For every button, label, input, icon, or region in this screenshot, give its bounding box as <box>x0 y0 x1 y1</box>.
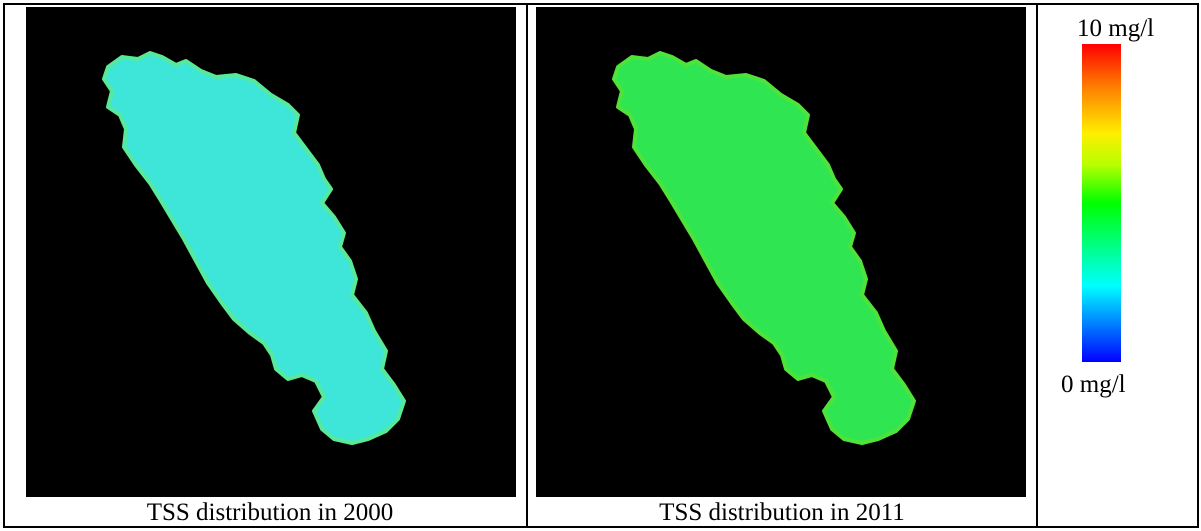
tss-map-2000 <box>26 7 516 497</box>
caption-2011: TSS distribution in 2011 <box>659 499 905 526</box>
tss-legend: 10 mg/l 0 mg/l <box>1039 5 1197 526</box>
legend-colorbar <box>1082 44 1121 362</box>
lake-map-2000 <box>102 51 406 445</box>
tss-map-2011 <box>536 7 1026 497</box>
legend-max-label: 10 mg/l <box>1077 15 1155 42</box>
cell-divider-right <box>1036 5 1038 526</box>
cell-divider-left <box>526 5 528 526</box>
lake-map-2011 <box>612 51 916 445</box>
caption-2000: TSS distribution in 2000 <box>146 499 394 526</box>
lake-shape-2011 <box>612 51 916 445</box>
lake-shape-2000 <box>102 51 406 445</box>
figure-table: TSS distribution in 2000 TSS distributio… <box>3 3 1199 528</box>
legend-min-label: 0 mg/l <box>1061 371 1126 398</box>
